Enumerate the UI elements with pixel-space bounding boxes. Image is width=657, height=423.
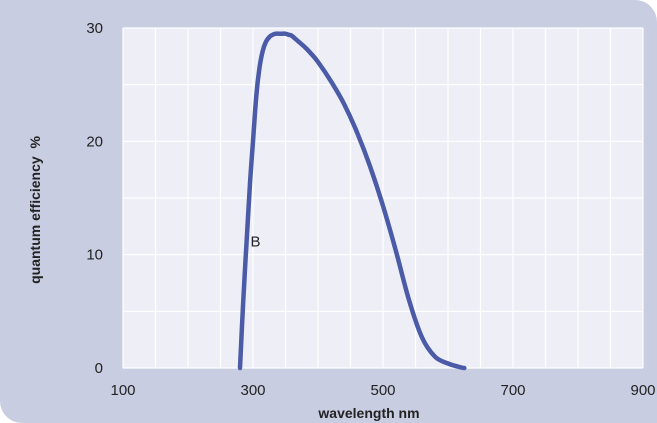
y-tick-label: 30 bbox=[86, 20, 103, 37]
x-tick-label: 700 bbox=[500, 382, 525, 399]
series-label: B bbox=[251, 233, 261, 250]
x-axis-label: wavelength nm bbox=[317, 405, 419, 421]
x-tick-label: 900 bbox=[630, 382, 655, 399]
x-tick-label: 100 bbox=[110, 382, 135, 399]
x-tick-label: 300 bbox=[240, 382, 265, 399]
y-tick-label: 10 bbox=[86, 247, 103, 264]
series-line-B bbox=[237, 31, 467, 371]
y-tick-label: 0 bbox=[95, 360, 103, 377]
y-tick-label: 20 bbox=[86, 133, 103, 150]
x-tick-label: 500 bbox=[370, 382, 395, 399]
y-axis-label: quantum efficiency % bbox=[27, 136, 43, 284]
